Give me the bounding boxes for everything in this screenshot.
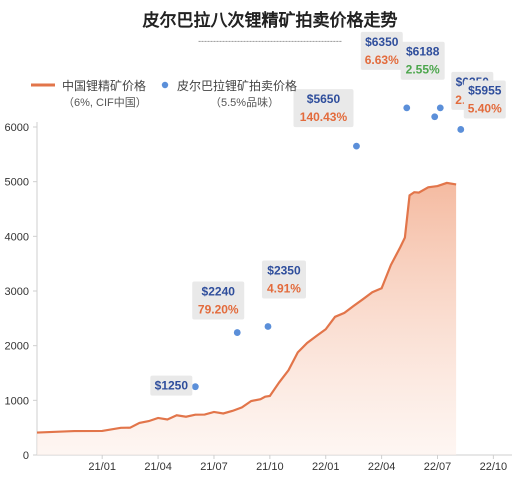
y-tick-label: 6000 xyxy=(5,122,29,134)
annotation-bg xyxy=(192,281,245,320)
legend: 中国锂精矿价格 （6%, CIF中国） 皮尔巴拉锂矿拍卖价格 （5.5%品味） xyxy=(31,78,297,109)
annotation-change: 6.63% xyxy=(365,53,399,67)
annotation-price: $5955 xyxy=(468,83,502,97)
annotation-change: 140.43% xyxy=(300,110,348,124)
annotation-bg xyxy=(360,31,403,70)
annotation-change: 4.91% xyxy=(267,282,301,296)
auction-dot xyxy=(436,104,444,112)
annotation-change: 79.20% xyxy=(198,303,239,317)
x-tick-label: 21/01 xyxy=(88,461,116,473)
annotation-box: $1250 xyxy=(150,375,193,396)
china-price-area xyxy=(37,182,457,455)
legend-sub-auction: （5.5%品味） xyxy=(210,96,279,109)
auction-dot xyxy=(431,113,439,121)
x-tick-label: 22/04 xyxy=(368,461,396,473)
chart-title: 皮尔巴拉八次锂精矿拍卖价格走势 xyxy=(143,10,398,30)
annotation-box: $6188 2.55% xyxy=(400,41,445,80)
annotation-box: $2240 79.20% xyxy=(192,281,245,320)
annotation-bg xyxy=(293,89,354,128)
legend-sub-china: （6%, CIF中国） xyxy=(63,96,147,109)
x-axis-ticks: 21/01 21/04 21/07 21/10 22/01 22/04 22/07 22/10 xyxy=(88,455,507,473)
annotation-price: $2350 xyxy=(267,264,301,278)
x-tick-label: 22/01 xyxy=(312,461,340,473)
x-tick-label: 22/10 xyxy=(480,461,508,473)
annotation-bg xyxy=(463,80,506,119)
legend-dot-swatch xyxy=(161,81,169,89)
auction-dot xyxy=(403,104,411,112)
annotation-bg xyxy=(400,41,445,80)
annotation-bg xyxy=(150,375,193,396)
y-tick-label: 4000 xyxy=(5,231,29,243)
annotation-price: $5650 xyxy=(307,92,341,106)
annotation-box: $2350 4.91% xyxy=(261,260,306,299)
annotation-price: $2240 xyxy=(202,285,236,299)
y-tick-label: 0 xyxy=(23,450,29,462)
y-axis-ticks: 0 1000 2000 3000 4000 5000 6000 xyxy=(5,122,37,462)
annotation-change: 2.55% xyxy=(406,63,440,77)
y-tick-label: 1000 xyxy=(5,395,29,407)
y-tick-label: 5000 xyxy=(5,177,29,189)
title-underline: ----------------------------------------… xyxy=(198,36,342,46)
auction-price-dots xyxy=(191,104,465,391)
annotation-box: $5650 140.43% xyxy=(293,89,354,128)
annotation-price: $1250 xyxy=(155,379,189,393)
auction-dot xyxy=(191,383,199,391)
china-price-line xyxy=(36,181,457,434)
y-tick-label: 2000 xyxy=(5,341,29,353)
annotation-price: $6188 xyxy=(406,45,440,59)
annotation-box: $5955 5.40% xyxy=(463,80,506,119)
x-tick-label: 21/07 xyxy=(200,461,228,473)
legend-label-china: 中国锂精矿价格 xyxy=(62,78,146,93)
x-tick-label: 22/07 xyxy=(424,461,452,473)
legend-label-auction: 皮尔巴拉锂矿拍卖价格 xyxy=(177,78,297,93)
auction-dot xyxy=(264,323,272,330)
x-tick-label: 21/10 xyxy=(256,461,284,473)
annotation-change: 5.40% xyxy=(468,101,502,115)
annotation-bg xyxy=(261,260,306,299)
auction-annotations: $1250 $2240 79.20% $2350 4.91% $5650 140.43% $6… xyxy=(150,31,506,396)
annotation-price: $6350 xyxy=(365,35,399,49)
auction-dot xyxy=(353,142,360,150)
annotation-box: $6350 6.63% xyxy=(360,31,403,70)
y-tick-label: 3000 xyxy=(5,286,29,298)
auction-dot xyxy=(233,329,241,336)
auction-dot xyxy=(457,126,465,133)
x-tick-label: 21/04 xyxy=(144,461,172,473)
